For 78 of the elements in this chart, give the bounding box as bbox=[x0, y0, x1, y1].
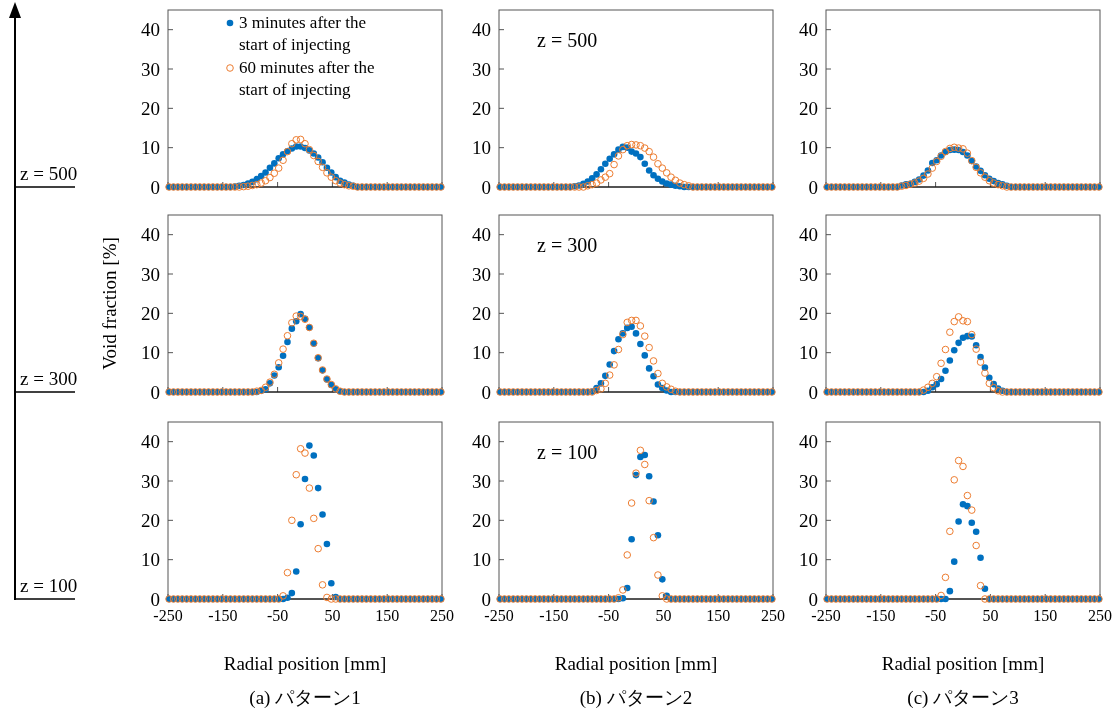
y-tick-label: 20 bbox=[472, 302, 491, 324]
y-tick-label: 20 bbox=[141, 97, 160, 119]
annotation: z = 100 bbox=[537, 441, 598, 463]
y-tick-label: 10 bbox=[472, 342, 491, 364]
y-tick-label: 0 bbox=[150, 588, 160, 610]
y-tick-label: 40 bbox=[799, 19, 818, 41]
x-tick-label: 150 bbox=[1033, 607, 1058, 624]
y-tick-label: 10 bbox=[799, 137, 818, 159]
y-tick-label: 30 bbox=[799, 263, 818, 285]
text: z = 500 bbox=[20, 163, 78, 184]
y-tick-label: 30 bbox=[472, 58, 491, 80]
y-tick-label: 0 bbox=[150, 381, 160, 403]
y-tick-label: 30 bbox=[141, 263, 160, 285]
y-tick-label: 30 bbox=[141, 58, 160, 80]
y-tick-label: 30 bbox=[472, 470, 491, 492]
y-tick-label: 10 bbox=[799, 549, 818, 571]
x-tick-label: 250 bbox=[430, 607, 454, 624]
text: z = 100 bbox=[20, 575, 78, 596]
text: (a) パターン1 bbox=[249, 687, 361, 709]
legend-label: 3 minutes after the start of injecting bbox=[239, 13, 366, 54]
y-tick-label: 40 bbox=[141, 431, 160, 453]
y-tick-label: 10 bbox=[141, 549, 160, 571]
y-tick-label: 20 bbox=[799, 509, 818, 531]
x-tick-label: -50 bbox=[266, 607, 289, 624]
legend-label: 60 minutes after the start of injecting bbox=[239, 58, 375, 99]
y-tick-label: 30 bbox=[799, 58, 818, 80]
y-tick-label: 0 bbox=[808, 176, 818, 198]
y-tick-label: 10 bbox=[799, 342, 818, 364]
x-tick-label: 150 bbox=[706, 607, 731, 624]
y-tick-label: 20 bbox=[472, 97, 491, 119]
y-tick-label: 10 bbox=[141, 342, 160, 364]
y-tick-label: 0 bbox=[481, 176, 491, 198]
x-tick-label: 50 bbox=[655, 607, 672, 624]
x-tick-label: 150 bbox=[375, 607, 400, 624]
x-tick-label: -150 bbox=[866, 607, 896, 624]
annotation: z = 500 bbox=[537, 29, 598, 51]
y-tick-label: 30 bbox=[141, 470, 160, 492]
text: (c) パターン3 bbox=[907, 687, 1019, 709]
x-tick-label: -250 bbox=[484, 607, 514, 624]
x-tick-label: 50 bbox=[324, 607, 341, 624]
y-tick-label: 20 bbox=[799, 97, 818, 119]
y-tick-label: 10 bbox=[141, 137, 160, 159]
x-tick-label: -150 bbox=[208, 607, 238, 624]
y-tick-label: 0 bbox=[481, 381, 491, 403]
text: z = 300 bbox=[20, 368, 78, 389]
x-tick-label: 250 bbox=[761, 607, 785, 624]
x-tick-label: 50 bbox=[982, 607, 999, 624]
y-axis-title: Void fraction [%] bbox=[99, 237, 120, 370]
y-tick-label: 30 bbox=[472, 263, 491, 285]
x-axis-title: Radial position [mm] bbox=[223, 653, 387, 674]
y-tick-label: 40 bbox=[799, 431, 818, 453]
y-tick-label: 0 bbox=[150, 176, 160, 198]
y-tick-label: 0 bbox=[808, 381, 818, 403]
x-tick-label: -150 bbox=[539, 607, 569, 624]
y-tick-label: 10 bbox=[472, 137, 491, 159]
y-tick-label: 40 bbox=[141, 19, 160, 41]
y-tick-label: 40 bbox=[141, 224, 160, 246]
annotation: z = 300 bbox=[537, 234, 598, 256]
x-tick-label: -250 bbox=[153, 607, 183, 624]
y-tick-label: 40 bbox=[472, 224, 491, 246]
x-tick-label: -50 bbox=[924, 607, 947, 624]
y-tick-label: 20 bbox=[141, 509, 160, 531]
y-tick-label: 0 bbox=[481, 588, 491, 610]
y-tick-label: 40 bbox=[472, 19, 491, 41]
y-tick-label: 20 bbox=[141, 302, 160, 324]
y-tick-label: 10 bbox=[472, 549, 491, 571]
x-tick-label: -250 bbox=[811, 607, 841, 624]
y-tick-label: 20 bbox=[799, 302, 818, 324]
y-tick-label: 30 bbox=[799, 470, 818, 492]
y-tick-label: 20 bbox=[472, 509, 491, 531]
text: (b) パターン2 bbox=[579, 687, 693, 709]
x-axis-title: Radial position [mm] bbox=[554, 653, 718, 674]
x-tick-label: 250 bbox=[1088, 607, 1112, 624]
y-tick-label: 40 bbox=[799, 224, 818, 246]
y-tick-label: 0 bbox=[808, 588, 818, 610]
x-tick-label: -50 bbox=[597, 607, 620, 624]
x-axis-title: Radial position [mm] bbox=[881, 653, 1045, 674]
y-tick-label: 40 bbox=[472, 431, 491, 453]
